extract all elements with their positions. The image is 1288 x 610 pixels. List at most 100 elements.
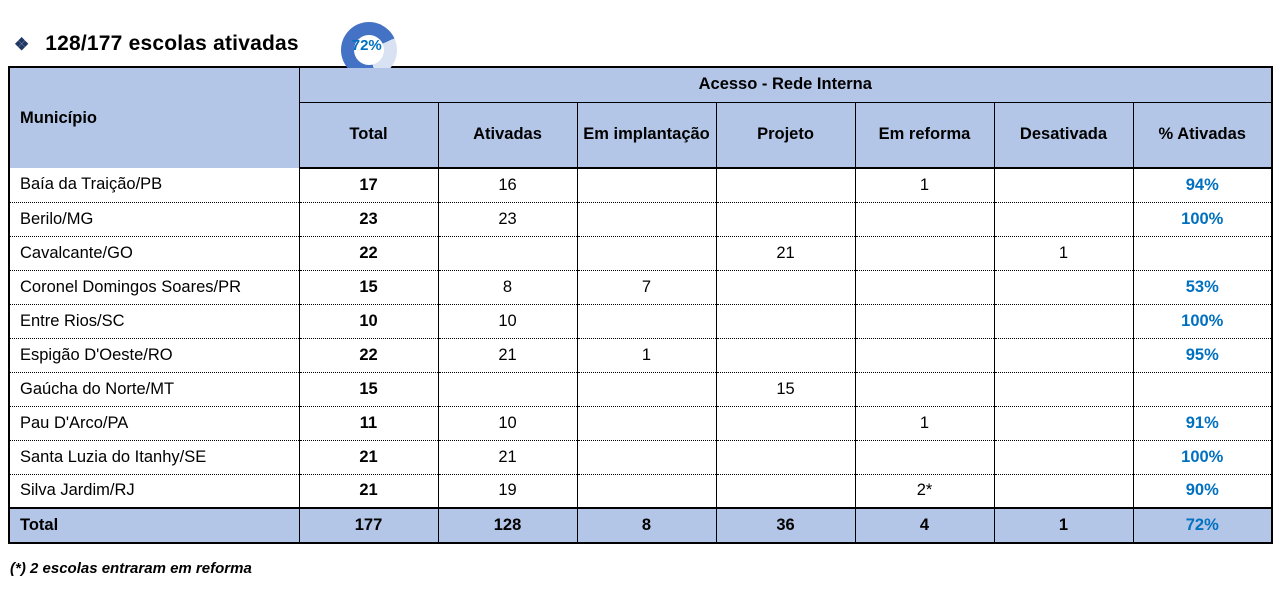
total-row-ativadas: 128 xyxy=(437,507,578,544)
pct-ativadas-cell: 53% xyxy=(1132,270,1273,304)
table-row: Gaúcha do Norte/MT 15 15 xyxy=(8,372,1273,406)
em-reforma-cell xyxy=(854,440,995,474)
ativadas-cell: 21 xyxy=(437,338,578,372)
col-header-desativada: Desativada xyxy=(993,102,1134,169)
pct-ativadas-cell xyxy=(1132,372,1273,406)
em-implantacao-cell: 7 xyxy=(576,270,717,304)
total-row-pct-ativadas: 72% xyxy=(1132,507,1273,544)
municipio-cell: Espigão D'Oeste/RO xyxy=(8,338,300,372)
group-header-acesso-rede-interna: Acesso - Rede Interna xyxy=(298,67,1273,103)
em-reforma-cell: 1 xyxy=(854,168,995,202)
em-implantacao-cell xyxy=(576,372,717,406)
pct-ativadas-cell: 100% xyxy=(1132,304,1273,338)
pct-ativadas-cell: 95% xyxy=(1132,338,1273,372)
sub-header-row: Total Ativadas Em implantação Projeto Em… xyxy=(9,102,1273,169)
footnote: (*) 2 escolas entraram em reforma xyxy=(10,560,252,577)
projeto-cell xyxy=(715,168,856,202)
total-cell: 17 xyxy=(298,168,439,202)
table-row: Baía da Traição/PB 17 16 1 94% xyxy=(8,168,1273,202)
projeto-cell xyxy=(715,474,856,508)
table-row: Entre Rios/SC 10 10 100% xyxy=(8,304,1273,338)
em-reforma-cell xyxy=(854,202,995,236)
em-implantacao-cell xyxy=(576,304,717,338)
em-implantacao-cell xyxy=(576,440,717,474)
col-header-ativadas: Ativadas xyxy=(437,102,578,169)
table-row: Cavalcante/GO 22 21 1 xyxy=(8,236,1273,270)
donut-percent-label: 72% xyxy=(351,37,382,54)
total-row-em-implantacao: 8 xyxy=(576,507,717,544)
donut-hole xyxy=(353,35,384,65)
projeto-cell: 21 xyxy=(715,236,856,270)
group-header-row: Município Acesso - Rede Interna xyxy=(8,67,1273,168)
ativadas-cell: 23 xyxy=(437,202,578,236)
total-cell: 15 xyxy=(298,372,439,406)
schools-table: Município Acesso - Rede Interna Total At… xyxy=(8,66,1274,544)
total-cell: 15 xyxy=(298,270,439,304)
total-cell: 23 xyxy=(298,202,439,236)
municipio-cell: Santa Luzia do Itanhy/SE xyxy=(8,440,300,474)
desativada-cell xyxy=(993,270,1134,304)
projeto-cell xyxy=(715,406,856,440)
municipio-cell: Cavalcante/GO xyxy=(8,236,300,270)
total-row-em-reforma: 4 xyxy=(854,507,995,544)
municipio-cell: Berilo/MG xyxy=(8,202,300,236)
table-row: Espigão D'Oeste/RO 22 21 1 95% xyxy=(8,338,1273,372)
col-header-pct-ativadas: % Ativadas xyxy=(1132,102,1273,169)
total-cell: 21 xyxy=(298,440,439,474)
projeto-cell xyxy=(715,270,856,304)
total-cell: 22 xyxy=(298,338,439,372)
em-reforma-cell xyxy=(854,338,995,372)
em-reforma-cell xyxy=(854,304,995,338)
total-row-label: Total xyxy=(8,507,300,544)
projeto-cell xyxy=(715,440,856,474)
pct-ativadas-cell: 91% xyxy=(1132,406,1273,440)
pct-ativadas-cell: 100% xyxy=(1132,202,1273,236)
em-implantacao-cell xyxy=(576,474,717,508)
em-reforma-cell xyxy=(854,270,995,304)
table-row: Silva Jardim/RJ 21 19 2* 90% xyxy=(8,474,1273,508)
desativada-cell xyxy=(993,338,1134,372)
pct-ativadas-cell: 94% xyxy=(1132,168,1273,202)
desativada-cell xyxy=(993,440,1134,474)
municipio-cell: Baía da Traição/PB xyxy=(8,168,300,202)
report-header: ❖ 128/177 escolas ativadas 72% xyxy=(0,0,1288,68)
total-cell: 21 xyxy=(298,474,439,508)
table-row: Berilo/MG 23 23 100% xyxy=(8,202,1273,236)
em-implantacao-cell: 1 xyxy=(576,338,717,372)
em-implantacao-cell xyxy=(576,236,717,270)
pct-ativadas-cell: 90% xyxy=(1132,474,1273,508)
total-cell: 22 xyxy=(298,236,439,270)
ativadas-cell: 8 xyxy=(437,270,578,304)
desativada-cell xyxy=(993,372,1134,406)
ativadas-cell: 10 xyxy=(437,406,578,440)
ativadas-cell: 21 xyxy=(437,440,578,474)
total-cell: 10 xyxy=(298,304,439,338)
total-row-total: 177 xyxy=(298,507,439,544)
em-reforma-cell: 1 xyxy=(854,406,995,440)
desativada-cell xyxy=(993,168,1134,202)
municipio-cell: Pau D'Arco/PA xyxy=(8,406,300,440)
projeto-cell xyxy=(715,338,856,372)
municipio-cell: Gaúcha do Norte/MT xyxy=(8,372,300,406)
projeto-cell: 15 xyxy=(715,372,856,406)
desativada-cell xyxy=(993,406,1134,440)
em-reforma-cell xyxy=(854,372,995,406)
projeto-cell xyxy=(715,202,856,236)
ativadas-cell: 10 xyxy=(437,304,578,338)
desativada-cell: 1 xyxy=(993,236,1134,270)
em-implantacao-cell xyxy=(576,406,717,440)
desativada-cell xyxy=(993,304,1134,338)
ativadas-cell xyxy=(437,372,578,406)
desativada-cell xyxy=(993,202,1134,236)
total-row: Total 177 128 8 36 4 1 72% xyxy=(8,507,1273,544)
pct-ativadas-cell: 100% xyxy=(1132,440,1273,474)
pct-ativadas-cell xyxy=(1132,236,1273,270)
page-title: 128/177 escolas ativadas xyxy=(45,32,299,55)
table-row: Santa Luzia do Itanhy/SE 21 21 100% xyxy=(8,440,1273,474)
projeto-cell xyxy=(715,304,856,338)
col-header-em-reforma: Em reforma xyxy=(854,102,995,169)
municipio-cell: Coronel Domingos Soares/PR xyxy=(8,270,300,304)
activation-donut: 72% xyxy=(340,22,397,68)
table-header: Município Acesso - Rede Interna Total At… xyxy=(8,67,1273,169)
